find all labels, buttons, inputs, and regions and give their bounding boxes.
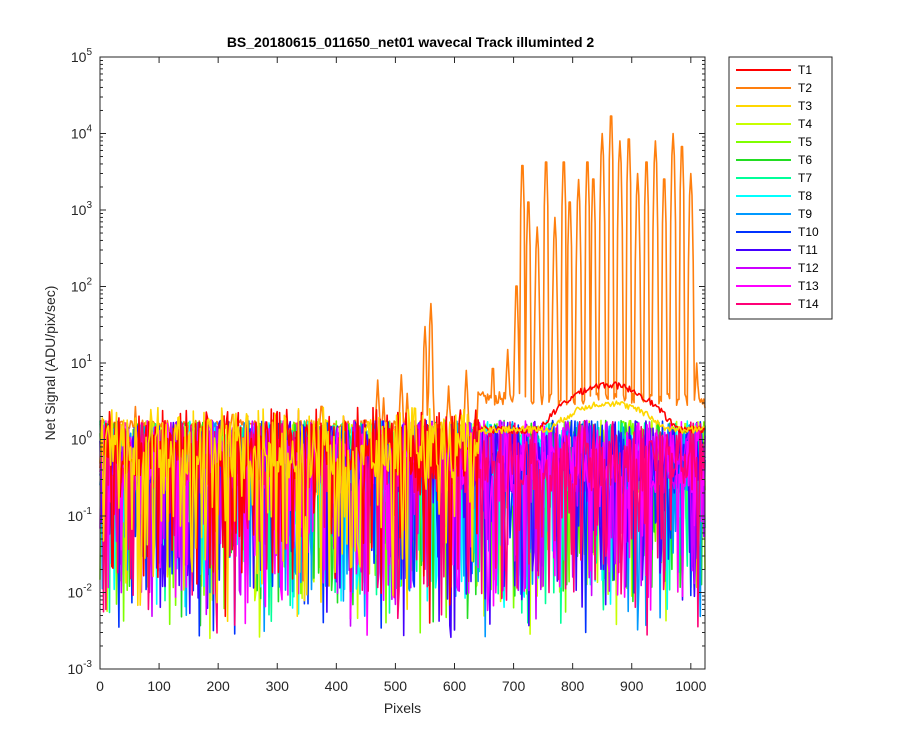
x-tick-label: 500 <box>384 678 408 694</box>
legend-label-t8: T8 <box>798 189 812 203</box>
x-tick-label: 1000 <box>675 678 706 694</box>
legend-label-t6: T6 <box>798 153 812 167</box>
tick-layer: 0 100 200 300 400 500 600 700 800 900 1000 10-3 10-2… <box>68 47 707 694</box>
series-layer <box>99 115 706 640</box>
y-tick-label: 102 <box>71 277 93 295</box>
y-tick-label: 10-3 <box>68 659 93 677</box>
y-tick-label: 104 <box>71 124 93 142</box>
series-line-t3 <box>99 400 706 623</box>
y-tick-label: 105 <box>71 47 93 65</box>
y-tick-label: 101 <box>71 353 93 371</box>
x-tick-label: 200 <box>206 678 230 694</box>
legend-label-t10: T10 <box>798 225 819 239</box>
legend-label-t11: T11 <box>798 243 818 257</box>
legend-label-t9: T9 <box>798 207 812 221</box>
legend-label-t2: T2 <box>798 81 812 95</box>
x-tick-label: 300 <box>266 678 290 694</box>
x-axis-label: Pixels <box>384 700 421 716</box>
legend-label-t3: T3 <box>798 99 812 113</box>
legend-label-t5: T5 <box>798 135 812 149</box>
x-tick-label: 900 <box>620 678 644 694</box>
x-tick-label: 800 <box>561 678 585 694</box>
legend-label-t7: T7 <box>798 171 812 185</box>
legend-label-t1: T1 <box>798 63 812 77</box>
y-tick-label: 10-1 <box>68 506 93 524</box>
x-tick-label: 700 <box>502 678 526 694</box>
x-tick-label: 100 <box>147 678 171 694</box>
y-tick-label: 10-2 <box>68 583 93 601</box>
x-tick-label: 400 <box>325 678 349 694</box>
y-tick-label: 100 <box>71 430 93 448</box>
y-tick-label: 103 <box>71 200 93 218</box>
legend: T1 T2 T3 T4 T5 T6 T7 T8 T9 T10 T11 T12 T13 T14 <box>728 56 833 320</box>
legend-box <box>728 56 833 320</box>
legend-label-t4: T4 <box>798 117 812 131</box>
plot-area: 0 100 200 300 400 500 600 700 800 900 1000 10-3 10-2… <box>68 47 707 694</box>
y-axis-label: Net Signal (ADU/pix/sec) <box>42 286 58 441</box>
chart-title: BS_20180615_011650_net01 wavecal Track i… <box>227 34 595 50</box>
x-tick-label: 0 <box>96 678 104 694</box>
legend-label-t14: T14 <box>798 297 819 311</box>
x-tick-label: 600 <box>443 678 467 694</box>
legend-label-t12: T12 <box>798 261 819 275</box>
legend-label-t13: T13 <box>798 279 819 293</box>
